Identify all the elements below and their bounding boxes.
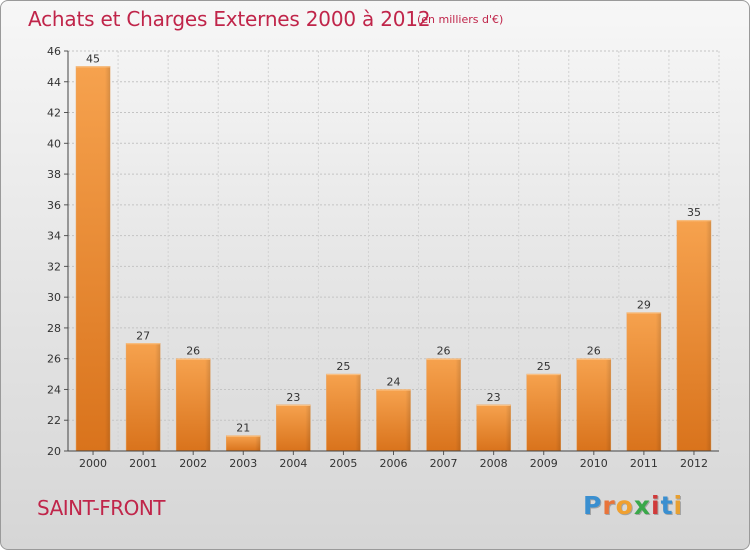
bar-value-label: 25 xyxy=(537,360,551,373)
y-tick-label: 44 xyxy=(47,76,61,89)
bar-shade xyxy=(376,389,411,451)
y-tick-label: 34 xyxy=(47,230,61,243)
bar-value-label: 23 xyxy=(286,391,300,404)
y-tick-label: 24 xyxy=(47,383,61,396)
logo-letter: x xyxy=(633,491,651,520)
x-tick-label: 2008 xyxy=(480,457,508,470)
bar-shade xyxy=(226,435,261,451)
bar-value-label: 26 xyxy=(587,345,601,358)
y-tick-label: 32 xyxy=(47,260,61,273)
bar-shade xyxy=(76,66,111,451)
y-tick-label: 36 xyxy=(47,199,61,212)
bar-value-label: 24 xyxy=(387,375,401,388)
y-tick-label: 22 xyxy=(47,414,61,427)
bar-shade xyxy=(526,374,561,451)
chart-unit-label: (en milliers d'€) xyxy=(417,13,504,26)
bar-shade xyxy=(176,358,211,451)
x-tick-label: 2011 xyxy=(630,457,658,470)
logo-letter: i xyxy=(651,491,661,520)
x-tick-label: 2010 xyxy=(580,457,608,470)
bar-shade xyxy=(476,404,511,451)
y-tick-label: 42 xyxy=(47,107,61,120)
bar-shade xyxy=(676,220,711,451)
x-tick-label: 2001 xyxy=(129,457,157,470)
x-tick-label: 2002 xyxy=(179,457,207,470)
bar-shade xyxy=(426,358,461,451)
y-tick-label: 46 xyxy=(47,45,61,58)
chart-title: Achats et Charges Externes 2000 à 2012 xyxy=(28,7,431,31)
logo-letter: t xyxy=(660,491,674,520)
y-tick-label: 28 xyxy=(47,322,61,335)
y-tick-label: 26 xyxy=(47,353,61,366)
bar-value-label: 27 xyxy=(136,329,150,342)
x-tick-label: 2007 xyxy=(430,457,458,470)
logo-letter: r xyxy=(602,491,616,520)
axis-layer: 20 22 24 26 28 30 32 34 36 38 40 42 44 46 2000 2001 2002… xyxy=(47,45,719,470)
logo-letter: o xyxy=(615,491,634,520)
y-tick-label: 40 xyxy=(47,137,61,150)
bar-value-label: 26 xyxy=(186,345,200,358)
bar-value-label: 26 xyxy=(437,345,451,358)
x-tick-label: 2009 xyxy=(530,457,558,470)
logo-letter: i xyxy=(673,491,684,520)
x-tick-label: 2004 xyxy=(279,457,307,470)
x-tick-label: 2005 xyxy=(329,457,357,470)
bar-value-label: 45 xyxy=(86,52,100,65)
x-tick-label: 2006 xyxy=(380,457,408,470)
logo-letter: P xyxy=(583,491,603,520)
bar-value-label: 23 xyxy=(487,391,501,404)
bar-shade xyxy=(576,358,611,451)
bar-shade xyxy=(626,312,661,451)
place-name: SAINT-FRONT xyxy=(37,496,166,520)
x-tick-label: 2003 xyxy=(229,457,257,470)
y-tick-label: 20 xyxy=(47,445,61,458)
bar-shade xyxy=(326,374,361,451)
bar-value-label: 35 xyxy=(687,206,701,219)
x-tick-label: 2012 xyxy=(680,457,708,470)
bar-value-label: 25 xyxy=(336,360,350,373)
x-tick-label: 2000 xyxy=(79,457,107,470)
proxiti-logo[interactable]: Proxiti xyxy=(583,491,683,520)
bar-layer: 45 27 26 21 23 25 24 26 23 25 26 29 35 xyxy=(75,52,712,452)
bar-shade xyxy=(126,343,161,451)
bar-value-label: 29 xyxy=(637,299,651,312)
bar-value-label: 21 xyxy=(236,422,250,435)
bar-shade xyxy=(276,404,311,451)
y-tick-label: 38 xyxy=(47,168,61,181)
y-tick-label: 30 xyxy=(47,291,61,304)
